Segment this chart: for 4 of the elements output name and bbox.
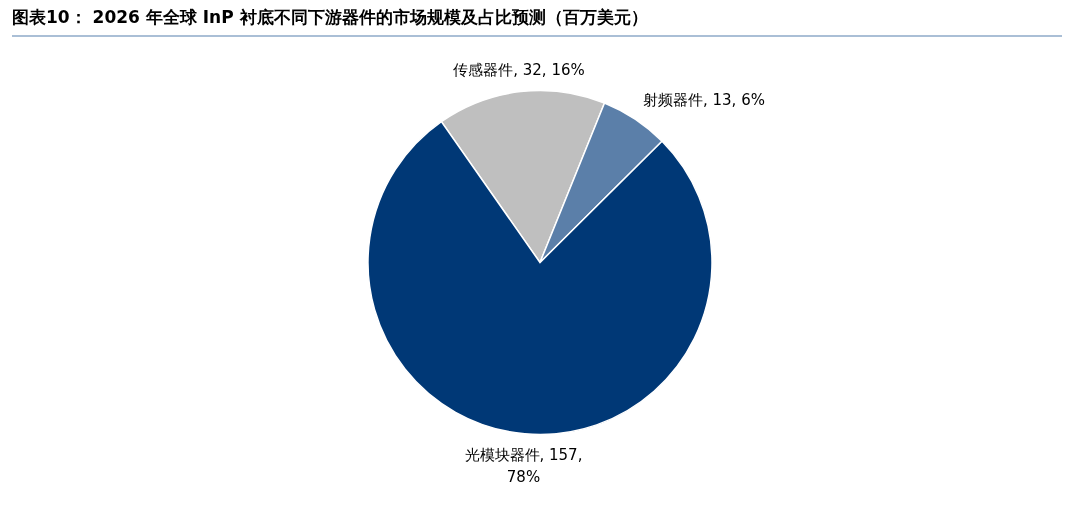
slice-label: 射频器件, 13, 6% xyxy=(642,90,765,109)
slice-label: 传感器件, 32, 16% xyxy=(453,60,585,79)
chart-title: 图表10： 2026 年全球 InP 衬底不同下游器件的市场规模及占比预测（百万美元） xyxy=(12,7,648,27)
slice-label: 光模块器件, 157, 78% xyxy=(464,445,583,486)
